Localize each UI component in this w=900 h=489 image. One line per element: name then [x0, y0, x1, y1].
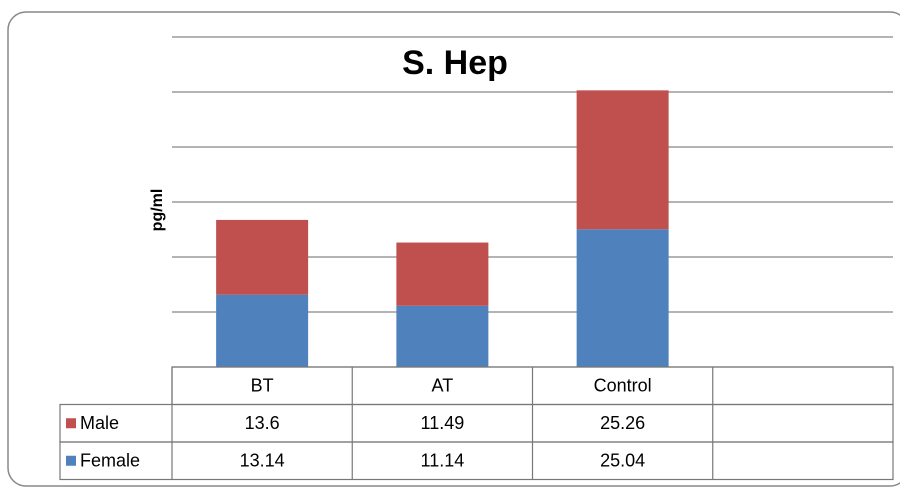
bar-segment	[396, 242, 489, 306]
x-tick-label: BT	[251, 376, 274, 396]
legend-swatch	[66, 455, 76, 466]
table-value: 25.04	[600, 451, 645, 471]
legend-swatch	[66, 418, 76, 429]
x-tick-label: Control	[594, 376, 652, 396]
x-tick-label: AT	[432, 376, 454, 396]
bar-segment	[216, 294, 309, 367]
legend-label: Male	[80, 413, 119, 433]
bar-segment	[576, 229, 669, 367]
table-row	[59, 441, 894, 481]
legend-label: Female	[80, 451, 140, 471]
chart-title: S. Hep	[402, 44, 508, 82]
table-value: 13.14	[240, 451, 285, 471]
table-value: 13.6	[245, 413, 280, 433]
table-value: 11.49	[421, 413, 465, 433]
bar-segment	[396, 305, 489, 367]
table-value: 25.26	[600, 413, 645, 433]
y-axis-label: pg/ml	[149, 189, 166, 232]
bar-segment	[216, 219, 309, 295]
table-value: 11.14	[421, 451, 465, 471]
bar-segment	[576, 90, 669, 230]
